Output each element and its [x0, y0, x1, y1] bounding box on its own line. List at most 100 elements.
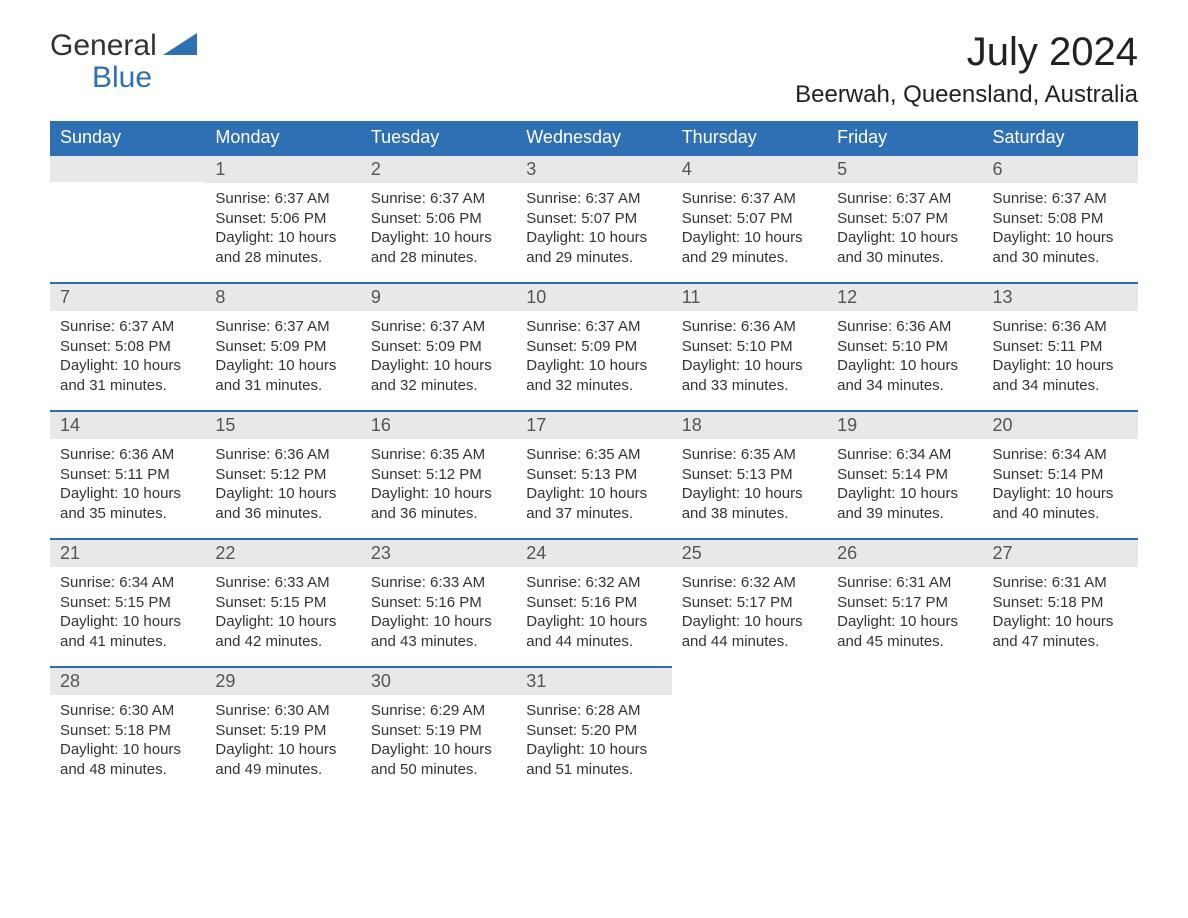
day-day1: Daylight: 10 hours	[837, 356, 972, 376]
day-day2: and 36 minutes.	[215, 504, 350, 524]
location: Beerwah, Queensland, Australia	[795, 81, 1138, 109]
day-body: Sunrise: 6:35 AMSunset: 5:13 PMDaylight:…	[516, 439, 671, 527]
day-day2: and 39 minutes.	[837, 504, 972, 524]
day-header: Monday	[205, 121, 360, 154]
day-number: 19	[827, 410, 982, 439]
table-row: 7Sunrise: 6:37 AMSunset: 5:08 PMDaylight…	[50, 282, 1138, 410]
day-day2: and 45 minutes.	[837, 632, 972, 652]
day-day2: and 32 minutes.	[371, 376, 506, 396]
empty-day-header	[50, 154, 205, 182]
calendar-cell: 10Sunrise: 6:37 AMSunset: 5:09 PMDayligh…	[516, 282, 671, 410]
day-body: Sunrise: 6:31 AMSunset: 5:17 PMDaylight:…	[827, 567, 982, 655]
calendar-cell: 9Sunrise: 6:37 AMSunset: 5:09 PMDaylight…	[361, 282, 516, 410]
calendar-cell: 21Sunrise: 6:34 AMSunset: 5:15 PMDayligh…	[50, 538, 205, 666]
day-sunrise: Sunrise: 6:32 AM	[682, 573, 817, 593]
day-number: 31	[516, 666, 671, 695]
day-number: 1	[205, 154, 360, 183]
day-sunrise: Sunrise: 6:34 AM	[60, 573, 195, 593]
calendar-cell: 24Sunrise: 6:32 AMSunset: 5:16 PMDayligh…	[516, 538, 671, 666]
calendar-cell: 25Sunrise: 6:32 AMSunset: 5:17 PMDayligh…	[672, 538, 827, 666]
day-number: 10	[516, 282, 671, 311]
day-sunset: Sunset: 5:20 PM	[526, 721, 661, 741]
day-body: Sunrise: 6:37 AMSunset: 5:09 PMDaylight:…	[516, 311, 671, 399]
day-number: 18	[672, 410, 827, 439]
day-sunset: Sunset: 5:13 PM	[682, 465, 817, 485]
day-sunset: Sunset: 5:09 PM	[371, 337, 506, 357]
day-sunset: Sunset: 5:09 PM	[215, 337, 350, 357]
day-body: Sunrise: 6:37 AMSunset: 5:08 PMDaylight:…	[50, 311, 205, 399]
day-sunrise: Sunrise: 6:36 AM	[837, 317, 972, 337]
calendar-cell: 23Sunrise: 6:33 AMSunset: 5:16 PMDayligh…	[361, 538, 516, 666]
day-number: 30	[361, 666, 516, 695]
day-sunset: Sunset: 5:17 PM	[682, 593, 817, 613]
day-day2: and 44 minutes.	[526, 632, 661, 652]
day-body: Sunrise: 6:35 AMSunset: 5:13 PMDaylight:…	[672, 439, 827, 527]
day-day1: Daylight: 10 hours	[526, 228, 661, 248]
day-sunset: Sunset: 5:07 PM	[526, 209, 661, 229]
day-sunrise: Sunrise: 6:36 AM	[60, 445, 195, 465]
day-sunset: Sunset: 5:12 PM	[371, 465, 506, 485]
day-day2: and 31 minutes.	[60, 376, 195, 396]
day-day1: Daylight: 10 hours	[837, 228, 972, 248]
calendar-cell: 5Sunrise: 6:37 AMSunset: 5:07 PMDaylight…	[827, 154, 982, 282]
day-day1: Daylight: 10 hours	[993, 612, 1128, 632]
day-day1: Daylight: 10 hours	[682, 612, 817, 632]
day-body: Sunrise: 6:36 AMSunset: 5:10 PMDaylight:…	[672, 311, 827, 399]
day-body: Sunrise: 6:29 AMSunset: 5:19 PMDaylight:…	[361, 695, 516, 783]
day-sunrise: Sunrise: 6:28 AM	[526, 701, 661, 721]
day-number: 27	[983, 538, 1138, 567]
day-body: Sunrise: 6:30 AMSunset: 5:19 PMDaylight:…	[205, 695, 360, 783]
day-number: 9	[361, 282, 516, 311]
day-day2: and 48 minutes.	[60, 760, 195, 780]
day-day1: Daylight: 10 hours	[215, 356, 350, 376]
month-title: July 2024	[795, 30, 1138, 75]
day-day1: Daylight: 10 hours	[526, 484, 661, 504]
day-sunrise: Sunrise: 6:30 AM	[215, 701, 350, 721]
calendar-cell: 13Sunrise: 6:36 AMSunset: 5:11 PMDayligh…	[983, 282, 1138, 410]
calendar-cell: 12Sunrise: 6:36 AMSunset: 5:10 PMDayligh…	[827, 282, 982, 410]
day-body: Sunrise: 6:32 AMSunset: 5:16 PMDaylight:…	[516, 567, 671, 655]
day-sunrise: Sunrise: 6:37 AM	[993, 189, 1128, 209]
day-sunrise: Sunrise: 6:37 AM	[215, 317, 350, 337]
day-sunset: Sunset: 5:07 PM	[837, 209, 972, 229]
day-sunrise: Sunrise: 6:34 AM	[837, 445, 972, 465]
day-day2: and 33 minutes.	[682, 376, 817, 396]
calendar-cell: 14Sunrise: 6:36 AMSunset: 5:11 PMDayligh…	[50, 410, 205, 538]
day-header: Wednesday	[516, 121, 671, 154]
day-day1: Daylight: 10 hours	[215, 612, 350, 632]
day-day1: Daylight: 10 hours	[993, 484, 1128, 504]
day-day2: and 50 minutes.	[371, 760, 506, 780]
day-number: 28	[50, 666, 205, 695]
day-day2: and 42 minutes.	[215, 632, 350, 652]
calendar-cell: 3Sunrise: 6:37 AMSunset: 5:07 PMDaylight…	[516, 154, 671, 282]
day-body: Sunrise: 6:33 AMSunset: 5:15 PMDaylight:…	[205, 567, 360, 655]
calendar-cell: 17Sunrise: 6:35 AMSunset: 5:13 PMDayligh…	[516, 410, 671, 538]
calendar-cell: 31Sunrise: 6:28 AMSunset: 5:20 PMDayligh…	[516, 666, 671, 794]
calendar-cell: 19Sunrise: 6:34 AMSunset: 5:14 PMDayligh…	[827, 410, 982, 538]
day-number: 11	[672, 282, 827, 311]
day-day1: Daylight: 10 hours	[215, 228, 350, 248]
day-sunset: Sunset: 5:10 PM	[682, 337, 817, 357]
day-day1: Daylight: 10 hours	[60, 484, 195, 504]
day-sunset: Sunset: 5:18 PM	[60, 721, 195, 741]
day-sunrise: Sunrise: 6:36 AM	[993, 317, 1128, 337]
day-day2: and 49 minutes.	[215, 760, 350, 780]
day-body: Sunrise: 6:30 AMSunset: 5:18 PMDaylight:…	[50, 695, 205, 783]
day-number: 7	[50, 282, 205, 311]
day-day2: and 44 minutes.	[682, 632, 817, 652]
day-day2: and 29 minutes.	[682, 248, 817, 268]
logo-text-blue: Blue	[50, 62, 197, 94]
day-day1: Daylight: 10 hours	[371, 356, 506, 376]
logo-text-general: General	[50, 30, 157, 62]
day-day2: and 28 minutes.	[371, 248, 506, 268]
day-day1: Daylight: 10 hours	[526, 612, 661, 632]
day-day1: Daylight: 10 hours	[371, 740, 506, 760]
day-body: Sunrise: 6:34 AMSunset: 5:14 PMDaylight:…	[827, 439, 982, 527]
day-body: Sunrise: 6:32 AMSunset: 5:17 PMDaylight:…	[672, 567, 827, 655]
day-sunset: Sunset: 5:10 PM	[837, 337, 972, 357]
day-sunset: Sunset: 5:16 PM	[371, 593, 506, 613]
day-number: 26	[827, 538, 982, 567]
day-sunrise: Sunrise: 6:37 AM	[682, 189, 817, 209]
day-number: 15	[205, 410, 360, 439]
calendar-cell	[672, 666, 827, 794]
